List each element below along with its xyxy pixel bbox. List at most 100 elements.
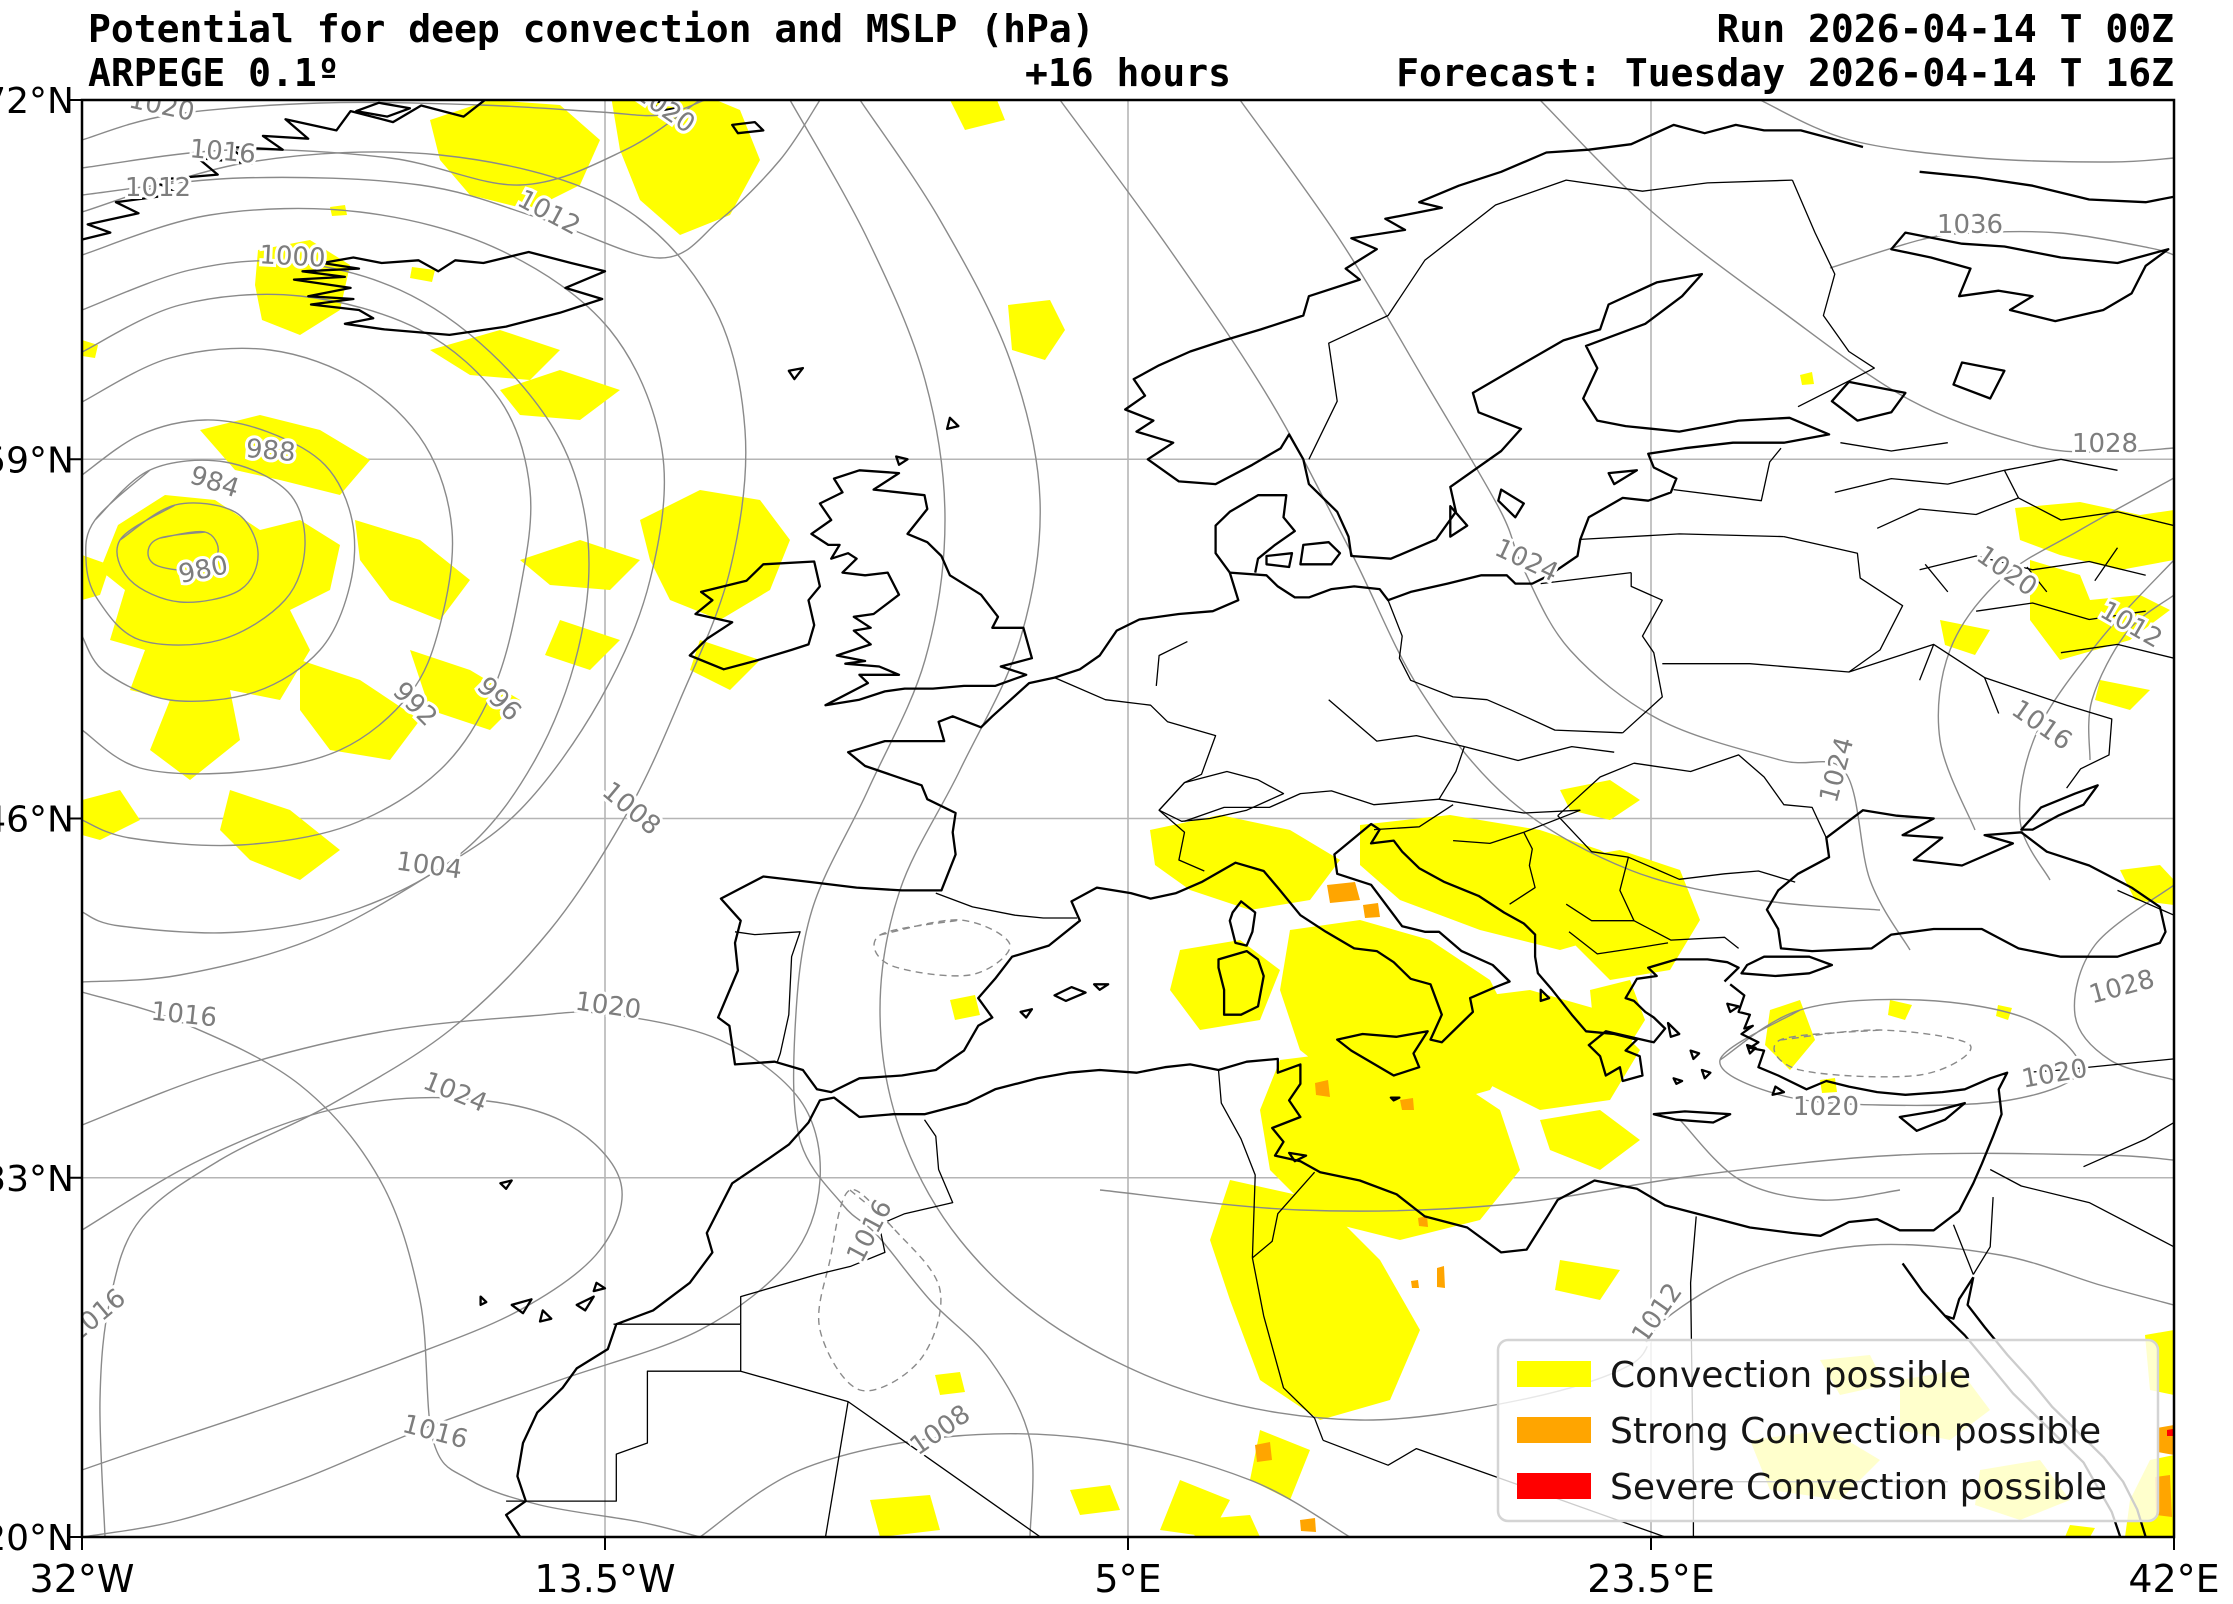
strong-convection-blob — [1363, 903, 1380, 918]
border-path — [1557, 762, 1635, 817]
border-path — [740, 1119, 954, 1325]
isobar-label-1036: 1036 — [1937, 210, 2003, 240]
isobar-1004 — [82, 207, 666, 983]
border-path — [1633, 754, 1827, 839]
convection-possible-blob — [430, 330, 560, 380]
border-path — [1464, 745, 1615, 762]
convection-possible-blob — [2065, 1525, 2095, 1537]
isobar-label-1020: 1020 — [1971, 540, 2042, 603]
coastline-path — [1389, 1096, 1401, 1102]
isobar-label-1016: 1016 — [188, 134, 257, 170]
coastline-path — [499, 1179, 513, 1190]
convection-possible-blob — [1996, 1005, 2012, 1020]
legend-item-label: Strong Convection possible — [1610, 1411, 2101, 1452]
isobar-1000 — [82, 260, 590, 934]
border-path — [506, 1324, 742, 1502]
isobar-label-1016: 1016 — [841, 1195, 899, 1268]
coastline-path — [2020, 784, 2099, 831]
strong-convection-blob — [1300, 1518, 1316, 1532]
model-label: ARPEGE 0.1º — [88, 51, 340, 95]
strong-convection-blob — [1327, 882, 1360, 903]
convection-possible-blob — [1190, 1515, 1260, 1537]
isobar-1020 — [82, 1011, 822, 1537]
convection-possible-blob — [2030, 560, 2170, 660]
x-tick-label: 32°W — [30, 1557, 135, 1601]
border-path — [734, 931, 801, 1062]
convection-possible-blob — [100, 495, 340, 780]
border-path — [1158, 770, 1285, 822]
border-path — [824, 1401, 849, 1537]
isobar-label-1020: 1020 — [573, 987, 643, 1026]
convection-possible-blob — [1555, 850, 1700, 980]
coastline-path — [510, 1298, 533, 1315]
border-path — [1184, 790, 1440, 822]
coastline-path — [945, 416, 960, 431]
convection-possible-blob — [950, 995, 980, 1020]
border-path — [1540, 571, 1632, 585]
convection-possible-blob — [1800, 372, 1814, 385]
x-tick-label: 23.5°E — [1587, 1557, 1715, 1601]
border-path — [1662, 535, 1904, 673]
isobar-1016 — [817, 1189, 942, 1392]
isobar-1020 — [1679, 1119, 1901, 1201]
isobar-1024 — [82, 1096, 623, 1471]
coastline-path — [1053, 985, 1087, 1003]
border-path — [1580, 533, 1784, 541]
border-path — [1840, 442, 1948, 452]
convection-possible-blob — [1540, 1110, 1640, 1170]
convection-possible-blob — [82, 555, 110, 600]
convection-possible-blob — [410, 650, 520, 730]
isobar-label-1016: 1016 — [149, 997, 218, 1034]
coastline-path — [688, 560, 822, 671]
coastline-path — [1944, 1276, 1975, 1320]
y-tick-label: 46°N — [0, 800, 74, 841]
convection-possible-blob — [300, 660, 420, 760]
isobar-1036 — [1829, 230, 2174, 269]
border-path — [1568, 931, 1669, 955]
coastline-path — [1919, 170, 2174, 204]
isobar-1016 — [82, 100, 701, 186]
x-tick-label: 42°E — [2128, 1557, 2219, 1601]
coastline-path — [1607, 469, 1639, 486]
convection-possible-blob — [1888, 1000, 1912, 1020]
legend-item-label: Convection possible — [1610, 1355, 1971, 1396]
border-path — [1565, 903, 1634, 922]
strong-convection-blob — [1437, 1266, 1445, 1288]
border-path — [1622, 572, 1663, 734]
border-path — [2094, 547, 2119, 582]
isobar-label-1004: 1004 — [394, 847, 464, 886]
coastline-path — [1726, 1002, 1740, 1014]
y-tick-label: 33°N — [0, 1159, 74, 1200]
severe-convection-areas — [2167, 1429, 2173, 1436]
convection-possible-blob — [2015, 502, 2174, 570]
convection-possible-blob — [1070, 1485, 1120, 1515]
coastline-path — [592, 1281, 607, 1293]
coastline-path — [1228, 900, 1257, 947]
coastline-path — [1019, 1008, 1034, 1019]
plot-frame — [69, 98, 2176, 1550]
isobar-984 — [84, 459, 306, 646]
isobar-1016 — [1099, 1152, 2174, 1212]
border-path — [1924, 563, 1949, 593]
isobar-1016 — [82, 991, 701, 1537]
border-path — [1217, 1069, 1256, 1258]
coastline-path — [1700, 1068, 1712, 1080]
y-tick-label: 59°N — [0, 440, 74, 481]
border-path — [2083, 1121, 2174, 1168]
gridlines — [81, 99, 2175, 1538]
isobar-976 — [147, 530, 219, 572]
convection-possible-blob — [1250, 1430, 1310, 1500]
isobar-992 — [82, 347, 454, 775]
coastline-path — [1214, 494, 1296, 574]
coastline-path — [1765, 809, 2167, 958]
coastline-path — [1265, 552, 1294, 569]
convection-possible-blob — [1150, 815, 1340, 910]
isobar-label-1024: 1024 — [1490, 533, 1563, 588]
border-path — [1438, 746, 1581, 814]
axis-tick-labels: 32°W 13.5°W 5°E 23.5°E 42°E 72°N 59°N 46°N 33°N 2… — [0, 81, 2220, 1601]
isobar-1020 — [82, 100, 706, 141]
convection-possible-blob — [1820, 1078, 1837, 1093]
border-path — [1952, 1224, 1974, 1275]
border-path — [2117, 889, 2174, 916]
